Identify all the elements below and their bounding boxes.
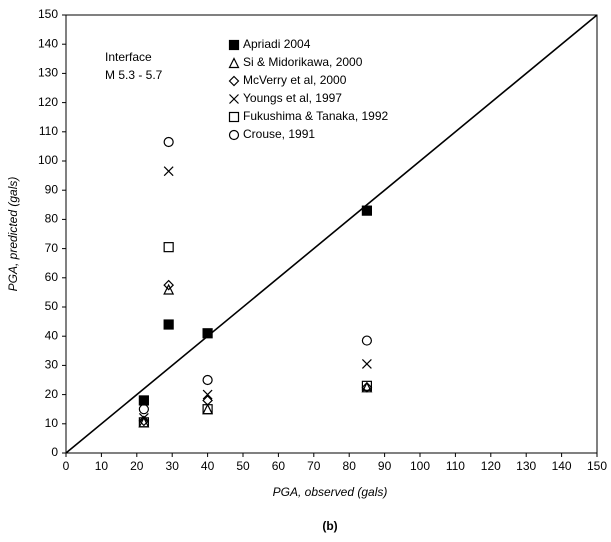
data-point (163, 279, 175, 291)
legend-label: Apriadi 2004 (243, 37, 311, 51)
x-tick-label: 40 (201, 459, 215, 473)
x-tick-label: 30 (166, 459, 180, 473)
data-point (361, 205, 372, 216)
y-tick-label: 0 (51, 445, 58, 459)
x-tick-label: 80 (343, 459, 357, 473)
data-point (361, 335, 372, 346)
data-point (163, 242, 174, 253)
y-tick-label: 90 (45, 182, 59, 196)
data-point (138, 404, 149, 415)
y-tick-label: 20 (45, 387, 59, 401)
x-axis-label: PGA, observed (gals) (273, 485, 388, 499)
legend-marker (228, 129, 240, 141)
x-tick-label: 100 (410, 459, 430, 473)
y-tick-label: 150 (38, 7, 58, 21)
x-tick-label: 10 (95, 459, 109, 473)
data-point (163, 283, 175, 295)
x-tick-label: 110 (446, 459, 465, 473)
data-point (361, 380, 372, 391)
y-tick-label: 130 (38, 66, 58, 80)
legend-label: Crouse, 1991 (243, 127, 315, 141)
y-tick-label: 120 (38, 95, 58, 109)
x-tick-label: 130 (516, 459, 536, 473)
legend-marker (229, 94, 239, 104)
legend-label: McVerry et al, 2000 (243, 73, 347, 87)
data-point (202, 389, 213, 400)
y-tick-label: 50 (45, 299, 59, 313)
y-tick-label: 80 (45, 212, 59, 226)
y-tick-label: 110 (39, 124, 58, 138)
y-tick-label: 100 (38, 153, 58, 167)
data-point (138, 417, 149, 428)
y-tick-label: 30 (45, 358, 59, 372)
data-point (202, 404, 213, 415)
x-tick-label: 140 (552, 459, 572, 473)
data-point (163, 166, 174, 177)
x-tick-label: 120 (481, 459, 501, 473)
plot-frame (65, 14, 598, 454)
data-point (138, 395, 149, 406)
annotation: M 5.3 - 5.7 (105, 68, 163, 82)
data-point (361, 381, 373, 393)
reference-line (65, 14, 598, 454)
x-tick-label: 50 (236, 459, 250, 473)
data-point (202, 403, 214, 415)
data-point (138, 415, 150, 427)
y-tick-label: 60 (45, 270, 59, 284)
legend-marker (228, 57, 240, 69)
x-tick-label: 90 (378, 459, 392, 473)
y-axis-label: PGA, predicted (gals) (6, 177, 20, 292)
legend-marker (228, 111, 240, 123)
chart-title: (b) (322, 519, 337, 533)
y-tick-label: 140 (38, 36, 58, 50)
data-point (361, 359, 372, 369)
x-tick-label: 0 (63, 459, 70, 473)
y-tick-label: 10 (45, 416, 59, 430)
legend-label: Youngs et al, 1997 (243, 91, 342, 105)
legend-label: Fukushima & Tanaka, 1992 (243, 109, 389, 123)
x-tick-label: 60 (272, 459, 286, 473)
y-tick-label: 70 (45, 241, 59, 255)
legend-label: Si & Midorikawa, 2000 (243, 55, 363, 69)
data-point (163, 136, 174, 148)
y-tick-label: 40 (45, 328, 59, 342)
data-point (202, 328, 213, 339)
legend-marker (228, 39, 240, 51)
legend-marker (228, 75, 240, 87)
x-tick-label: 70 (307, 459, 321, 473)
data-point (163, 319, 174, 330)
data-point (202, 374, 213, 386)
x-tick-label: 150 (587, 459, 607, 473)
annotation: Interface (105, 50, 152, 64)
x-tick-label: 20 (130, 459, 144, 473)
